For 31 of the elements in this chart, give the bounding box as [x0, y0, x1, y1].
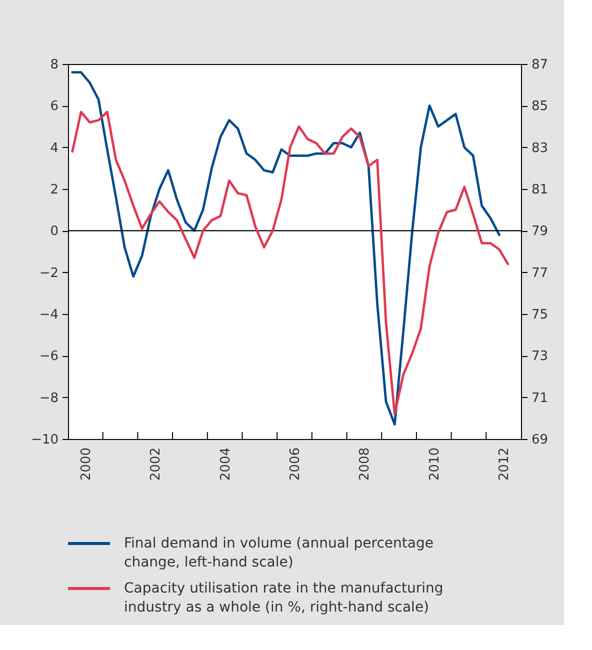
y2-tick-label: 77 — [532, 266, 548, 281]
x-tick-label: 2002 — [148, 448, 164, 481]
x-tick-label: 2010 — [427, 448, 442, 481]
y2-tick-label: 83 — [532, 140, 548, 156]
y2-tick-label: 87 — [532, 58, 548, 72]
x-tick-label: 2000 — [78, 448, 94, 481]
y2-tick-label: 71 — [532, 390, 548, 406]
legend-label: Final demand in volume (annual percentage change, left-hand scale) — [124, 536, 434, 570]
x-tick-label: 2008 — [358, 448, 373, 481]
y2-tick-label: 81 — [532, 182, 548, 198]
y-tick-label: 0 — [50, 224, 58, 240]
x-tick-label: 2012 — [497, 448, 512, 481]
y-tick-label: 4 — [50, 140, 58, 156]
y2-tick-label: 69 — [532, 432, 548, 448]
y2-tick-label: 85 — [532, 99, 548, 114]
y2-tick-label: 75 — [532, 308, 548, 322]
y-tick-label: 6 — [50, 99, 58, 114]
x-tick-label: 2004 — [218, 448, 234, 481]
y-tick-label: −4 — [39, 308, 58, 322]
y-tick-label: 8 — [50, 58, 58, 72]
line-series — [71, 110, 510, 416]
y-tick-label: 2 — [50, 182, 58, 198]
y-tick-label: −6 — [39, 349, 58, 364]
y2-tick-label: 79 — [532, 224, 548, 240]
line-series — [71, 71, 500, 426]
y-tick-label: −10 — [31, 432, 58, 448]
y-tick-label: −8 — [39, 390, 58, 406]
y2-tick-label: 73 — [532, 349, 548, 364]
y-tick-label: −2 — [39, 266, 58, 281]
x-tick-label: 2006 — [288, 448, 303, 481]
legend-label: Capacity utilisation rate in the manufacturing industry as a whole (in %, right-hand scale) — [124, 580, 444, 616]
